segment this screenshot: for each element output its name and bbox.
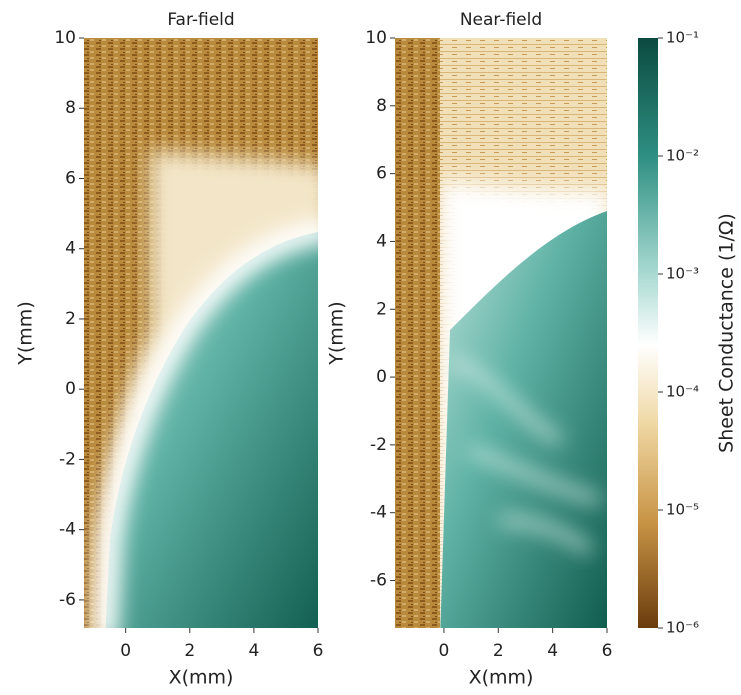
y-tick-label: 0 bbox=[376, 367, 387, 387]
y-tick-label: 8 bbox=[65, 98, 76, 118]
y-tick-label: 2 bbox=[65, 309, 76, 329]
y-tick-label: 6 bbox=[376, 164, 387, 184]
y-tick-label: 8 bbox=[376, 96, 387, 116]
x-tick-label: 6 bbox=[602, 641, 613, 661]
y-tick-label: 6 bbox=[65, 168, 76, 188]
y-tick-label: 10 bbox=[54, 28, 76, 48]
y-axis-label: Y(mm) bbox=[15, 301, 37, 365]
near-field-map bbox=[395, 38, 607, 628]
panel-title: Far-field bbox=[167, 10, 234, 30]
x-tick-label: 6 bbox=[313, 641, 324, 661]
x-axis-label: X(mm) bbox=[469, 667, 534, 689]
y-tick-label: -4 bbox=[59, 520, 76, 540]
y-tick-label: -2 bbox=[370, 435, 387, 455]
colorbar-tick-label: 10⁻⁴ bbox=[666, 383, 699, 401]
y-tick-label: -6 bbox=[59, 590, 76, 610]
y-tick-label: 4 bbox=[65, 239, 76, 259]
x-tick-label: 2 bbox=[184, 641, 195, 661]
y-tick-label: -6 bbox=[370, 571, 387, 591]
y-tick-label: -4 bbox=[370, 503, 387, 523]
far-field-map bbox=[84, 38, 318, 628]
colorbar-tick-label: 10⁻³ bbox=[666, 265, 699, 283]
y-tick-label: -2 bbox=[59, 449, 76, 469]
x-tick-label: 2 bbox=[493, 641, 504, 661]
y-axis-label: Y(mm) bbox=[326, 301, 348, 365]
x-tick-label: 4 bbox=[547, 641, 558, 661]
x-tick-label: 0 bbox=[120, 641, 131, 661]
x-axis-label: X(mm) bbox=[169, 667, 234, 689]
y-tick-label: 4 bbox=[376, 231, 387, 251]
colorbar-label: Sheet Conductance (1/Ω) bbox=[716, 213, 738, 453]
x-tick-label: 0 bbox=[439, 641, 450, 661]
y-tick-label: 10 bbox=[365, 28, 387, 48]
colorbar-tick-label: 10⁻⁶ bbox=[666, 619, 699, 637]
colorbar-tick-label: 10⁻² bbox=[666, 147, 699, 165]
y-tick-label: 2 bbox=[376, 299, 387, 319]
colorbar-tick-label: 10⁻¹ bbox=[666, 29, 699, 47]
y-tick-label: 0 bbox=[65, 379, 76, 399]
x-tick-label: 4 bbox=[248, 641, 259, 661]
panel-title: Near-field bbox=[460, 10, 542, 30]
colorbar bbox=[638, 38, 658, 628]
colorbar-tick-label: 10⁻⁵ bbox=[666, 501, 699, 519]
